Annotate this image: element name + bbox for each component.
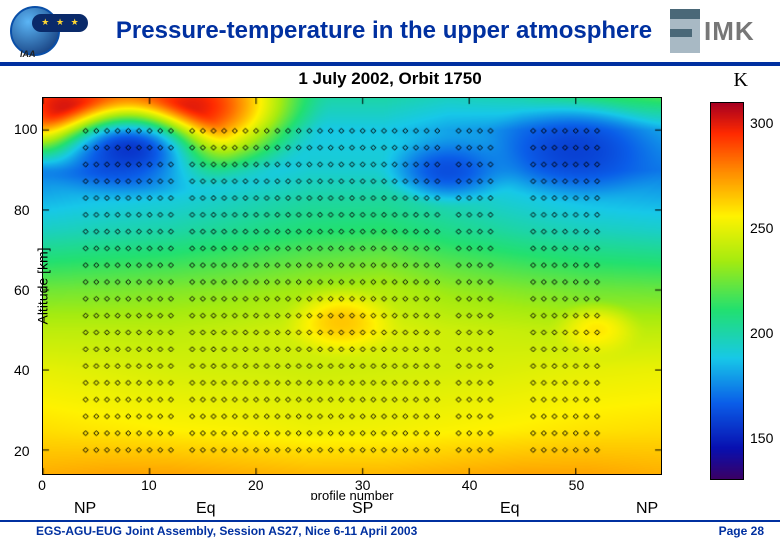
header-rule <box>0 62 780 66</box>
chart-area: Altitude [km] profile number 20406080100… <box>42 97 662 475</box>
latitude-label: NP <box>74 500 96 518</box>
latitude-label-row: NP Eq SP Eq NP <box>0 500 780 518</box>
y-tick: 40 <box>14 362 30 378</box>
x-tick: 10 <box>141 477 157 493</box>
star-band-icon: ★ <box>32 14 88 32</box>
colorbar: 150200250300 <box>710 102 744 480</box>
imk-logo-text: IMK <box>704 16 755 47</box>
y-tick: 80 <box>14 202 30 218</box>
colorbar-tick: 250 <box>750 220 773 236</box>
iaa-logo: ★ IAA <box>10 4 98 59</box>
chart-subtitle-row: 1 July 2002, Orbit 1750 K <box>0 69 780 89</box>
heatmap-canvas <box>42 97 662 475</box>
f-icon <box>670 9 700 53</box>
y-tick: 100 <box>14 121 37 137</box>
iaa-logo-text: IAA <box>20 49 36 59</box>
x-tick: 50 <box>569 477 585 493</box>
latitude-label: SP <box>352 500 373 518</box>
x-tick: 30 <box>355 477 371 493</box>
colorbar-tick: 200 <box>750 325 773 341</box>
colorbar-tick: 300 <box>750 115 773 131</box>
footer-bar: EGS-AGU-EUG Joint Assembly, Session AS27… <box>0 520 780 540</box>
colorbar-unit: K <box>734 69 748 92</box>
header-bar: ★ IAA Pressure-temperature in the upper … <box>0 0 780 62</box>
y-tick: 60 <box>14 282 30 298</box>
footer-right: Page 28 <box>719 524 764 538</box>
x-tick: 20 <box>248 477 264 493</box>
footer-left: EGS-AGU-EUG Joint Assembly, Session AS27… <box>36 524 417 538</box>
latitude-label: NP <box>636 500 658 518</box>
x-tick: 0 <box>38 477 46 493</box>
chart-subtitle: 1 July 2002, Orbit 1750 <box>298 69 481 88</box>
colorbar-canvas <box>710 102 744 480</box>
latitude-label: Eq <box>196 500 216 518</box>
latitude-label: Eq <box>500 500 520 518</box>
page-title: Pressure-temperature in the upper atmosp… <box>98 18 670 43</box>
y-tick: 20 <box>14 443 30 459</box>
colorbar-tick: 150 <box>750 430 773 446</box>
y-axis-label: Altitude [km] <box>35 247 51 324</box>
x-tick: 40 <box>462 477 478 493</box>
imk-logo: IMK <box>670 8 770 54</box>
